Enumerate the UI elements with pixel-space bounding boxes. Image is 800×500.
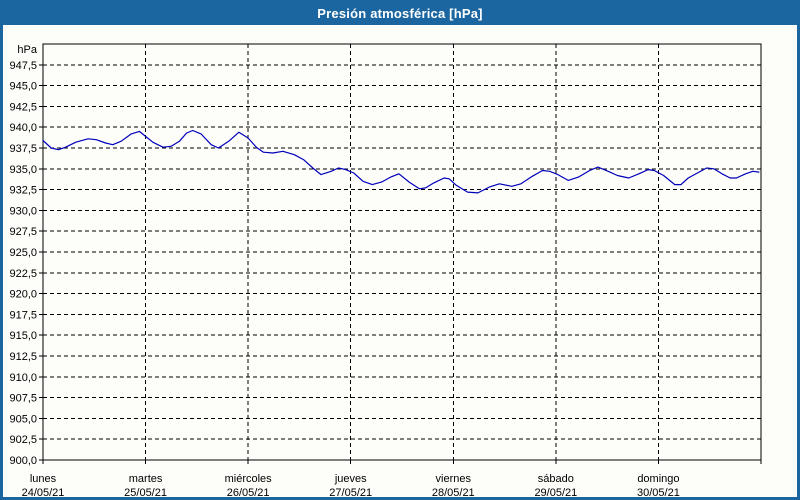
svg-text:935,0: 935,0	[9, 164, 37, 176]
svg-text:915,0: 915,0	[9, 330, 37, 342]
pressure-chart: 900,0 902,5 905,0 907,5 910,0 912,5 915,0 917,5…	[9, 43, 762, 497]
svg-text:domingo: domingo	[637, 473, 679, 485]
svg-text:30/05/21: 30/05/21	[637, 487, 680, 497]
svg-text:945,0: 945,0	[9, 81, 37, 93]
title-bar: Presión atmosférica [hPa]	[3, 3, 797, 25]
svg-text:920,0: 920,0	[9, 289, 37, 301]
svg-text:917,5: 917,5	[9, 309, 37, 321]
svg-text:900,0: 900,0	[9, 455, 37, 467]
svg-text:947,5: 947,5	[9, 60, 37, 72]
svg-text:hPa: hPa	[17, 44, 37, 56]
svg-text:942,5: 942,5	[9, 101, 37, 113]
svg-text:912,5: 912,5	[9, 351, 37, 363]
svg-text:24/05/21: 24/05/21	[22, 487, 65, 497]
svg-text:905,0: 905,0	[9, 413, 37, 425]
svg-text:martes: martes	[129, 473, 163, 485]
chart-title: Presión atmosférica [hPa]	[317, 6, 483, 21]
svg-text:26/05/21: 26/05/21	[227, 487, 270, 497]
svg-text:937,5: 937,5	[9, 143, 37, 155]
svg-text:930,0: 930,0	[9, 205, 37, 217]
chart-area: 900,0 902,5 905,0 907,5 910,0 912,5 915,0 917,5…	[3, 25, 797, 497]
svg-text:28/05/21: 28/05/21	[432, 487, 475, 497]
svg-text:922,5: 922,5	[9, 268, 37, 280]
svg-text:miércoles: miércoles	[225, 473, 273, 485]
svg-text:907,5: 907,5	[9, 393, 37, 405]
svg-text:lunes: lunes	[30, 473, 57, 485]
svg-text:910,0: 910,0	[9, 372, 37, 384]
svg-text:932,5: 932,5	[9, 185, 37, 197]
svg-text:925,0: 925,0	[9, 247, 37, 259]
svg-text:927,5: 927,5	[9, 226, 37, 238]
svg-text:940,0: 940,0	[9, 122, 37, 134]
svg-text:29/05/21: 29/05/21	[534, 487, 577, 497]
svg-text:25/05/21: 25/05/21	[124, 487, 167, 497]
svg-text:viernes: viernes	[436, 473, 472, 485]
svg-text:jueves: jueves	[334, 473, 367, 485]
svg-text:27/05/21: 27/05/21	[329, 487, 372, 497]
svg-text:sábado: sábado	[538, 473, 574, 485]
svg-text:902,5: 902,5	[9, 434, 37, 446]
